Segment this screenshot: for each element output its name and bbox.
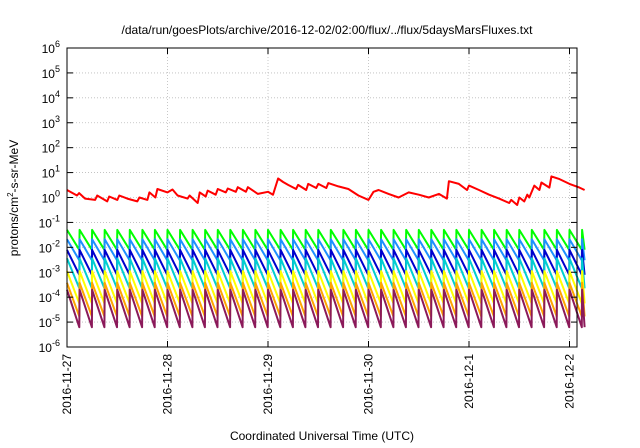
- chart-title: /data/run/goesPlots/archive/2016-12-02/0…: [122, 23, 534, 37]
- y-tick-label: 102: [42, 139, 60, 156]
- series-lines: [66, 175, 586, 329]
- y-tick-label: 106: [42, 39, 60, 56]
- y-tick-label: 100: [42, 189, 60, 206]
- y-tick-label: 10-2: [39, 238, 60, 255]
- y-tick-label: 10-6: [39, 338, 60, 355]
- x-tick-label: 2016-11-29: [261, 354, 275, 415]
- x-tick-label: 2016-11-30: [362, 354, 376, 415]
- x-tick-label: 2016-12-1: [462, 354, 476, 409]
- y-tick-label: 10-1: [39, 213, 60, 230]
- series-line-0: [66, 175, 586, 206]
- y-tick-label: 104: [42, 89, 60, 106]
- y-tick-label: 103: [42, 114, 60, 131]
- y-tick-label: 105: [42, 64, 60, 81]
- y-tick-label: 10-5: [39, 313, 60, 330]
- x-tick-label: 2016-11-27: [60, 354, 74, 415]
- series-line-7: [66, 288, 586, 329]
- y-axis-label-main: protons/cm: [7, 197, 21, 256]
- x-tick-label: 2016-12-2: [563, 354, 577, 409]
- x-tick-label: 2016-11-28: [161, 354, 175, 415]
- axis-ticks: 10-6 10-5 10-4 10-3 10-2 10-1 100 101 102 103 104 1…: [39, 39, 577, 415]
- y-axis-label-rest: -s-sr-MeV: [7, 140, 21, 193]
- y-tick-label: 10-4: [39, 288, 60, 305]
- y-tick-label: 10-3: [39, 263, 60, 280]
- x-axis-label: Coordinated Universal Time (UTC): [230, 429, 414, 443]
- y-tick-label: 101: [42, 164, 60, 181]
- y-axis-label-sup: 2: [6, 192, 15, 197]
- y-axis-label: protons/cm2-s-sr-MeV: [6, 140, 21, 256]
